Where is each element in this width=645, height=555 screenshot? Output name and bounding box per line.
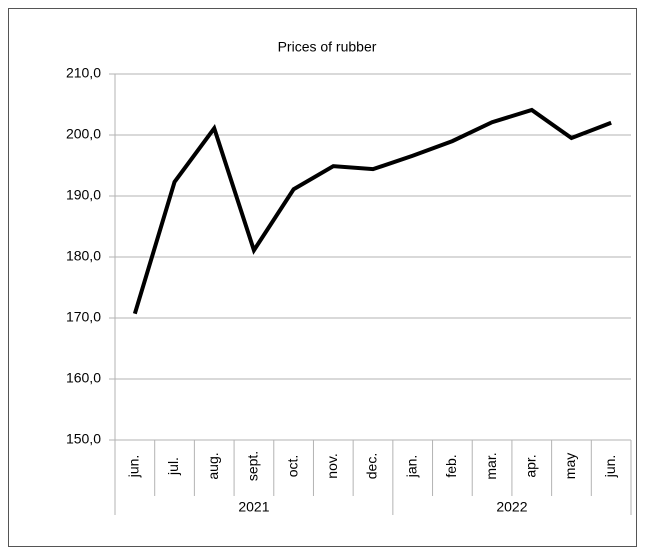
y-tick-label: 150,0	[66, 431, 101, 447]
x-tick-label: nov.	[324, 453, 340, 478]
x-tick-label: feb.	[443, 454, 459, 477]
x-tick-label: may	[562, 453, 578, 479]
x-tick-label: dec.	[364, 453, 380, 479]
y-tick-label: 160,0	[66, 370, 101, 386]
x-tick-label: jul.	[165, 457, 181, 476]
group-label: 2022	[496, 499, 527, 515]
line	[132, 107, 612, 315]
chart-border	[8, 8, 637, 547]
x-tick-label: aug.	[205, 452, 221, 479]
x-tick-label: apr.	[522, 454, 538, 477]
x-tick-label: jan.	[403, 455, 419, 479]
group-label: 2021	[238, 499, 269, 515]
chart-title: Prices of rubber	[278, 39, 377, 55]
x-tick-label: jun.	[126, 455, 142, 479]
x-tick-label: jun.	[602, 455, 618, 479]
y-tick-label: 180,0	[66, 248, 101, 264]
y-tick-label: 200,0	[66, 126, 101, 142]
y-tick-label: 190,0	[66, 187, 101, 203]
x-tick-label: oct.	[284, 455, 300, 478]
x-tick-label: mar.	[483, 452, 499, 479]
y-tick-label: 170,0	[66, 309, 101, 325]
x-tick-label: sept.	[245, 451, 261, 481]
y-tick-label: 210,0	[66, 65, 101, 81]
